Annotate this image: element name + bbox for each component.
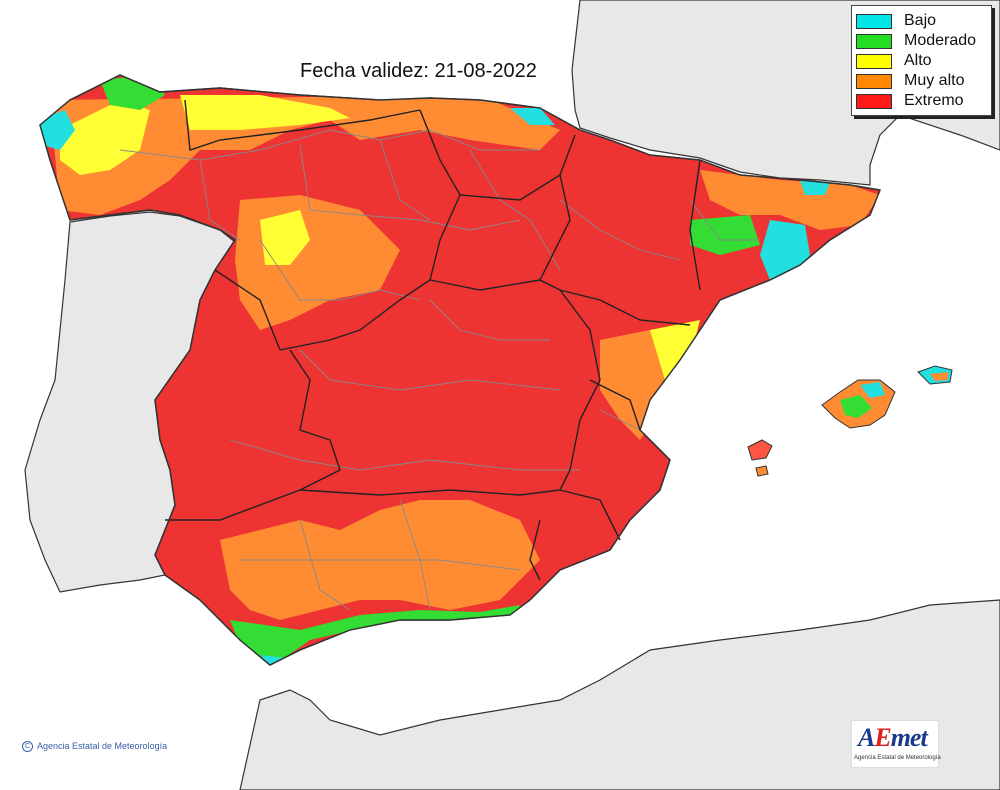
legend: Bajo Moderado Alto Muy alto Extremo xyxy=(851,5,992,116)
legend-label-muy-alto: Muy alto xyxy=(904,72,965,89)
legend-label-bajo: Bajo xyxy=(904,12,937,29)
spain-coastline xyxy=(39,74,881,666)
risk-zone-alto-levante xyxy=(650,320,700,380)
copyright-icon: C xyxy=(22,741,33,753)
legend-item-alto: Alto xyxy=(852,51,991,71)
risk-zone-bajo-catalonia xyxy=(760,220,810,280)
credit-text: Agencia Estatal de Meteorología xyxy=(37,741,168,751)
map-title: Fecha validez: 21-08-2022 xyxy=(300,60,537,82)
logo-wordmark: AEmet xyxy=(858,723,928,752)
legend-swatch-alto xyxy=(856,54,892,69)
legend-item-extremo: Extremo xyxy=(852,91,991,111)
copyright-credit: C Agencia Estatal de Meteorología xyxy=(22,741,168,753)
region-borders xyxy=(165,99,701,581)
risk-zone-alto-galicia xyxy=(60,100,150,175)
risk-zone-muy-alto-catalonia xyxy=(700,170,880,230)
risk-zone-bajo-catalonia-north xyxy=(800,180,830,195)
ibiza-island xyxy=(747,439,773,461)
africa-landmass xyxy=(239,599,1000,790)
risk-zone-moderado-catalonia xyxy=(690,215,760,255)
legend-item-muy-alto: Muy alto xyxy=(852,71,991,91)
risk-zone-muy-alto-north xyxy=(50,95,560,215)
balearic-islands xyxy=(747,365,953,477)
formentera-island xyxy=(755,465,769,477)
legend-swatch-bajo xyxy=(856,14,892,29)
legend-label-extremo: Extremo xyxy=(904,92,964,109)
risk-zone-bajo-galicia xyxy=(40,110,75,150)
legend-label-moderado: Moderado xyxy=(904,32,977,49)
legend-item-moderado: Moderado xyxy=(852,31,991,51)
logo-subtitle: Agencia Estatal de Meteorología xyxy=(854,755,941,761)
legend-swatch-moderado xyxy=(856,34,892,49)
legend-label-alto: Alto xyxy=(904,52,932,69)
risk-zone-alto-cantabric xyxy=(180,95,350,130)
aemet-logo: AEmet Agencia Estatal de Meteorología xyxy=(851,720,941,768)
risk-zone-bajo-basque xyxy=(510,108,555,125)
province-borders xyxy=(119,129,760,611)
legend-item-bajo: Bajo xyxy=(852,11,991,31)
risk-zone-alto-duero xyxy=(260,210,310,265)
legend-swatch-muy-alto xyxy=(856,74,892,89)
legend-swatch-extremo xyxy=(856,94,892,109)
